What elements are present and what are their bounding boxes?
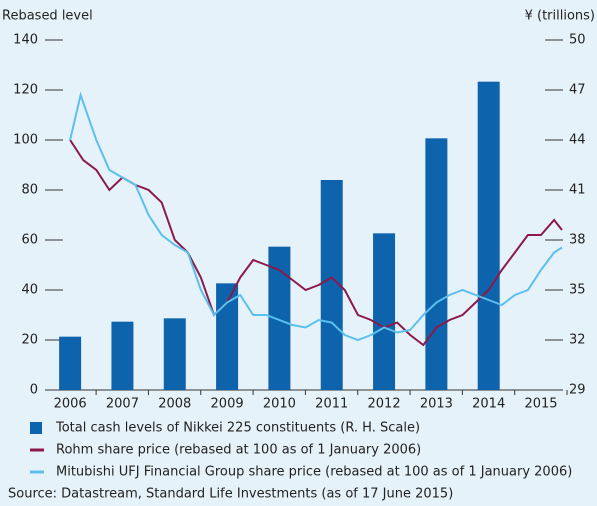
y-tick-label: 60	[21, 233, 38, 248]
legend-label: Total cash levels of Nikkei 225 constitu…	[55, 421, 420, 436]
bar	[425, 138, 448, 390]
x-tick-label: 2012	[368, 397, 401, 412]
y-axis-title: Rebased level	[2, 9, 93, 24]
bar	[111, 321, 134, 390]
y2-tick-label: 41	[569, 183, 586, 198]
x-tick-label: 2014	[472, 397, 505, 412]
y-tick-label: 20	[21, 333, 38, 348]
x-tick-label: 2007	[106, 397, 139, 412]
legend-swatch	[30, 422, 42, 434]
line	[69, 91, 563, 342]
line	[69, 139, 563, 347]
legend-label: Rohm share price (rebased at 100 as of 1…	[56, 443, 421, 458]
y-tick-label: 100	[13, 133, 38, 148]
x-tick-label: 2011	[315, 397, 348, 412]
source: Source: Datastream, Standard Life Invest…	[8, 487, 453, 502]
x-tick-label: 2008	[158, 397, 191, 412]
y2-tick-label: 29	[569, 383, 586, 398]
bar	[59, 336, 82, 390]
bar	[163, 318, 186, 390]
y-tick-label: 140	[13, 33, 38, 48]
y2-tick-label: 32	[569, 333, 586, 348]
y-tick-label: 120	[13, 83, 38, 98]
y2-axis-title: ¥ (trillions)	[525, 9, 595, 24]
y2-tick-label: 47	[569, 83, 586, 98]
bar	[216, 283, 239, 390]
y-tick-label: 0	[30, 383, 38, 398]
y2-tick-label: 44	[569, 133, 586, 148]
y2-tick-label: 38	[569, 233, 586, 248]
x-tick-label: 2009	[211, 397, 244, 412]
y-tick-label: 80	[21, 183, 38, 198]
x-tick-label: 2010	[263, 397, 296, 412]
legend-label: Mitubishi UFJ Financial Group share pric…	[56, 465, 572, 480]
y2-tick-label: 35	[569, 283, 586, 298]
bar	[320, 180, 343, 390]
x-tick-label: 2006	[54, 397, 87, 412]
y2-tick-label: 50	[569, 33, 586, 48]
bar	[373, 233, 396, 390]
bar	[477, 81, 500, 391]
x-tick-label: 2013	[420, 397, 453, 412]
bar	[268, 246, 291, 390]
y-tick-label: 40	[21, 283, 38, 298]
x-tick-label: 2015	[524, 397, 557, 412]
